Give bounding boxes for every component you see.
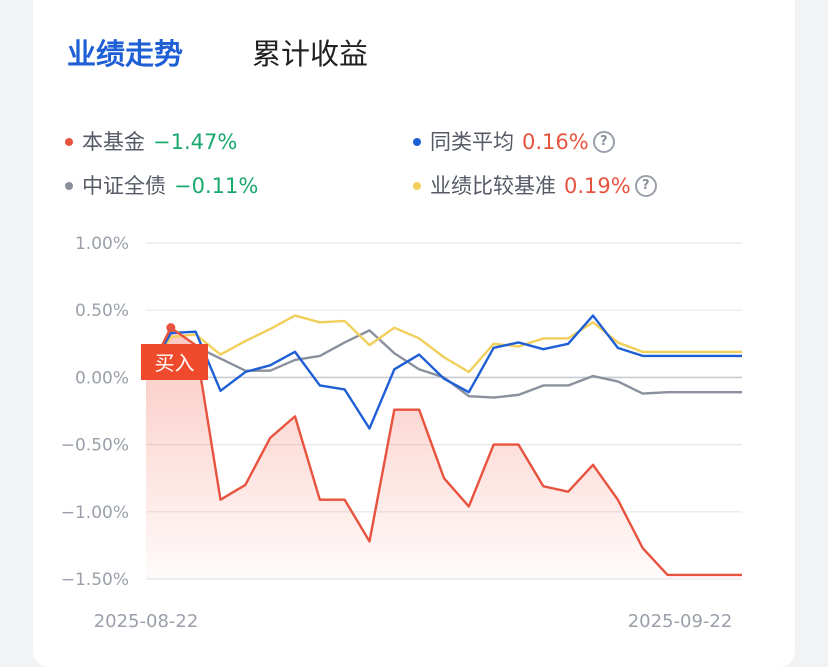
y-tick-label: −1.50% [61, 570, 129, 590]
buy-badge-label: 买入 [155, 351, 195, 375]
legend-value-bond-index: −0.11% [174, 174, 259, 198]
y-tick-label: 1.00% [75, 234, 129, 254]
legend-name-peer-average: 同类平均 [430, 130, 514, 154]
help-icon[interactable]: ? [592, 131, 615, 153]
legend-dot-peer-average [413, 138, 421, 146]
series-line [144, 326, 742, 577]
y-tick-label: 0.50% [75, 301, 129, 321]
buy-point [166, 323, 176, 333]
legend-name-benchmark: 业绩比较基准 [430, 174, 556, 198]
legend-value-fund: −1.47% [153, 130, 238, 154]
help-icon[interactable]: ? [634, 175, 657, 197]
fund-area [146, 327, 742, 579]
legend-value-peer-average: 0.16% [522, 130, 589, 154]
legend-item-peer-average: 同类平均 0.16% ? [413, 128, 615, 156]
legend-value-benchmark: 0.19% [564, 174, 631, 198]
legend-dot-bond-index [65, 182, 73, 190]
y-tick-label: −0.50% [61, 436, 129, 456]
legend-item-bond-index: 中证全债 −0.11% [65, 172, 258, 200]
series-line [144, 314, 742, 379]
tab-cumulative-return-label: 累计收益 [252, 37, 369, 71]
buy-badge-bg [141, 344, 208, 380]
tab-performance-trend-label: 业绩走势 [67, 37, 184, 71]
legend-dot-benchmark [413, 182, 421, 190]
buy-badge: 买入 [141, 344, 208, 380]
legend-name-fund: 本基金 [82, 130, 145, 154]
y-tick-label: 0.00% [75, 368, 129, 388]
legend-dot-fund [65, 138, 73, 146]
series-line [145, 329, 742, 399]
legend-item-benchmark: 业绩比较基准 0.19% ? [413, 172, 657, 200]
x-tick-label-start: 2025-08-22 [94, 611, 199, 632]
x-tick-label-end: 2025-09-22 [628, 611, 733, 632]
tab-cumulative-return[interactable]: 累计收益 [252, 34, 368, 74]
legend-item-fund: 本基金 −1.47% [65, 128, 237, 156]
series-line [144, 314, 742, 430]
y-tick-label: −1.00% [61, 503, 129, 523]
legend-name-bond-index: 中证全债 [82, 174, 166, 198]
